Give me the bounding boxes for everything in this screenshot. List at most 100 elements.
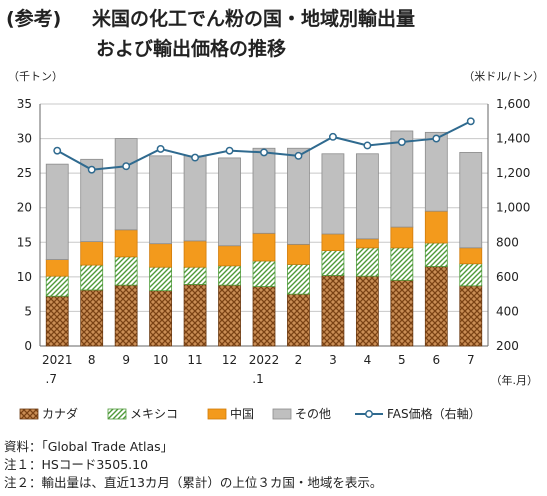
y-right-tick-label: 800 <box>496 235 519 249</box>
bar-canada <box>80 289 104 347</box>
x-tick-label: 2021 <box>42 353 73 367</box>
bar-mexico <box>287 264 310 295</box>
fas-price-point <box>87 165 96 174</box>
x-tick-label: 7 <box>467 353 475 367</box>
x-tick-label: 12 <box>222 353 237 367</box>
fas-price-point <box>191 153 200 162</box>
bar-china <box>355 238 379 249</box>
bar-china <box>218 245 241 267</box>
legend-swatch-china <box>207 408 227 420</box>
x-tick-label: 5 <box>398 353 406 367</box>
fas-price-point <box>225 146 234 155</box>
bar-canada <box>45 295 69 347</box>
title-line1: 米国の化工でん粉の国・地域別輸出量 <box>92 8 416 30</box>
bar-mexico <box>459 263 483 287</box>
fas-price-point <box>466 117 475 126</box>
bar-china <box>149 243 173 268</box>
bar-canada <box>287 293 310 347</box>
y-right-tick-label: 1,200 <box>496 166 530 180</box>
bar-other <box>114 138 138 231</box>
x-tick-label: 3 <box>329 353 337 367</box>
bar-canada <box>114 284 138 347</box>
bar-other <box>183 155 207 242</box>
bar-mexico <box>355 247 379 277</box>
title-line2: および輸出価格の推移 <box>96 38 287 60</box>
bar-china <box>252 232 276 262</box>
bar-mexico <box>183 266 207 285</box>
y-right-tick-label: 1,400 <box>496 132 530 146</box>
bar-mexico <box>218 265 241 286</box>
fas-price-point <box>156 144 165 153</box>
bar-mexico <box>149 266 173 292</box>
y-right-axis-unit: （米ドル/トン） <box>463 70 544 83</box>
x-tick-label: 4 <box>364 353 372 367</box>
bar-other <box>218 157 241 247</box>
bar-china <box>459 247 483 265</box>
bar-china <box>114 229 138 258</box>
x-tick-label: .1 <box>252 372 263 386</box>
legend-label-mexico: メキシコ <box>130 407 178 421</box>
bar-other <box>390 130 414 228</box>
bar-canada <box>149 290 173 347</box>
y-right-tick-label: 200 <box>496 339 519 353</box>
x-tick-label: 2 <box>295 353 303 367</box>
legend-label-canada: カナダ <box>42 406 78 421</box>
bar-china <box>80 241 104 266</box>
legend-label-other: その他 <box>295 407 331 421</box>
fas-price-point <box>397 138 406 146</box>
legend-swatch-canada <box>19 408 39 420</box>
bar-canada <box>424 266 448 347</box>
y-right-tick-label: 1,000 <box>496 201 530 215</box>
note-2: 注２：輸出量は、直近13カ月（累計）の上位３カ国・地域を表示。 <box>4 475 383 490</box>
bar-other <box>252 147 276 234</box>
legend-swatch-other <box>272 408 292 420</box>
bar-canada <box>218 284 241 347</box>
x-tick-label: .7 <box>46 372 57 386</box>
notes: 資料：「Global Trade Atlas」 注１：HSコード3505.10 … <box>4 438 382 492</box>
legend-marker-fas <box>365 410 373 418</box>
x-tick-label: 11 <box>187 353 202 367</box>
legend-label-fas: FAS価格（右軸） <box>387 406 481 421</box>
bar-other <box>321 153 345 235</box>
y-right-tick-label: 1,600 <box>496 97 530 111</box>
bar-mexico <box>390 247 414 281</box>
y-left-tick-label: 15 <box>17 235 32 249</box>
bar-canada <box>390 279 414 347</box>
y-left-tick-label: 0 <box>24 339 32 353</box>
bar-other <box>355 153 379 240</box>
y-left-tick-label: 10 <box>17 270 32 284</box>
y-left-axis-unit: （千トン） <box>8 70 63 83</box>
note-1: 注１：HSコード3505.10 <box>4 457 149 472</box>
bar-canada <box>355 275 379 347</box>
bar-mexico <box>252 260 276 287</box>
bar-canada <box>321 275 345 347</box>
y-left-tick-label: 5 <box>24 304 32 318</box>
bar-china <box>321 233 345 251</box>
fas-price-point <box>432 134 441 143</box>
fas-price-point <box>260 148 268 157</box>
x-tick-label: 6 <box>432 353 440 367</box>
legend-label-china: 中国 <box>230 406 254 421</box>
y-left-tick-label: 20 <box>17 201 32 215</box>
bar-mexico <box>321 250 345 276</box>
bar-other <box>424 131 448 212</box>
bar-mexico <box>80 264 104 291</box>
fas-price-point <box>122 162 131 171</box>
fas-price-point <box>53 146 62 155</box>
bar-china <box>183 240 207 268</box>
bar-other <box>459 152 483 249</box>
y-right-tick-label: 400 <box>496 304 519 318</box>
legend-swatch-mexico <box>107 408 127 420</box>
bar-canada <box>183 284 207 347</box>
bar-china <box>287 243 310 265</box>
bar-china <box>424 210 448 244</box>
bar-mexico <box>424 242 448 267</box>
bar-other <box>287 147 310 245</box>
title-tag: (参考) <box>6 8 62 30</box>
y-left-tick-label: 25 <box>17 166 32 180</box>
y-left-tick-label: 30 <box>17 132 32 146</box>
x-axis-unit: （年.月） <box>491 373 539 387</box>
x-tick-label: 10 <box>153 353 168 367</box>
bar-canada <box>459 285 483 347</box>
